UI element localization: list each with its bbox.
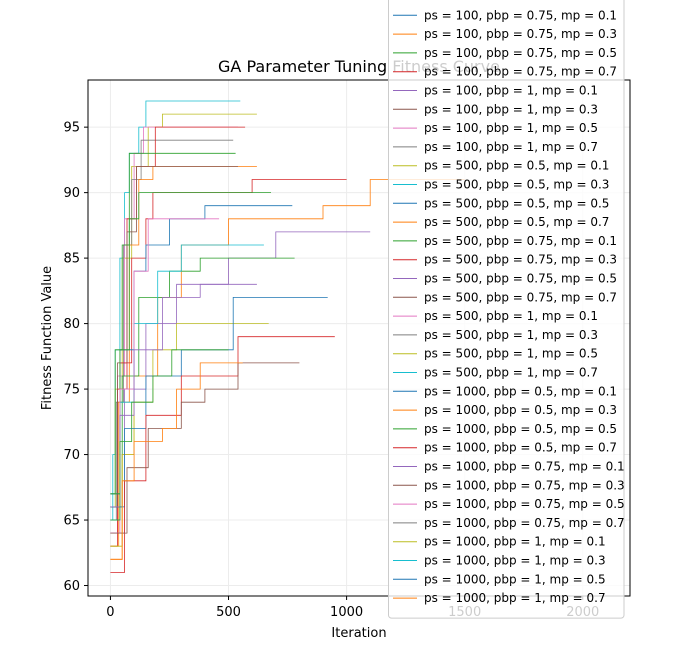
- legend-entry: ps = 1000, pbp = 0.5, mp = 0.7: [424, 441, 617, 455]
- legend-entry: ps = 100, pbp = 1, mp = 0.5: [424, 121, 598, 135]
- legend-entry: ps = 1000, pbp = 0.75, mp = 0.3: [424, 478, 625, 492]
- legend-entry: ps = 500, pbp = 0.5, mp = 0.5: [424, 196, 609, 210]
- series-line: [110, 166, 257, 547]
- legend-entry: ps = 500, pbp = 0.75, mp = 0.1: [424, 234, 617, 248]
- legend-entry: ps = 500, pbp = 0.75, mp = 0.5: [424, 272, 617, 286]
- x-tick-label: 0: [106, 605, 114, 620]
- legend-entry: ps = 100, pbp = 0.75, mp = 0.1: [424, 8, 617, 22]
- y-tick-label: 80: [63, 317, 80, 332]
- y-tick-label: 75: [63, 383, 80, 398]
- legend-entry: ps = 500, pbp = 1, mp = 0.3: [424, 328, 598, 342]
- legend-entry: ps = 500, pbp = 0.75, mp = 0.3: [424, 253, 617, 267]
- legend-entry: ps = 100, pbp = 0.75, mp = 0.7: [424, 65, 617, 79]
- y-tick-label: 85: [63, 252, 80, 267]
- series-line: [110, 336, 335, 573]
- y-axis-label: Fitness Function Value: [40, 266, 55, 410]
- legend-entry: ps = 500, pbp = 0.5, mp = 0.3: [424, 178, 609, 192]
- x-axis-label: Iteration: [331, 626, 386, 641]
- series-line: [110, 166, 238, 508]
- y-tick-label: 95: [63, 121, 80, 136]
- legend: ps = 100, pbp = 0.75, mp = 0.1 ps = 100, …: [388, 0, 625, 619]
- x-tick-label: 1000: [330, 605, 363, 620]
- series-lines: [110, 100, 465, 573]
- legend-entry: ps = 500, pbp = 0.75, mp = 0.7: [424, 290, 617, 304]
- legend-entry: ps = 100, pbp = 1, mp = 0.3: [424, 102, 598, 116]
- y-tick-label: 65: [63, 514, 80, 529]
- legend-entry: ps = 1000, pbp = 0.5, mp = 0.1: [424, 384, 617, 398]
- legend-entry: ps = 1000, pbp = 0.5, mp = 0.3: [424, 403, 617, 417]
- legend-entry: ps = 500, pbp = 1, mp = 0.5: [424, 347, 598, 361]
- legend-entry: ps = 100, pbp = 1, mp = 0.1: [424, 84, 598, 98]
- x-tick-label: 500: [216, 605, 241, 620]
- legend-entry: ps = 500, pbp = 1, mp = 0.7: [424, 366, 598, 380]
- y-tick-label: 60: [63, 579, 80, 594]
- legend-box: [388, 0, 625, 619]
- legend-entry: ps = 1000, pbp = 1, mp = 0.5: [424, 572, 606, 586]
- series-line: [110, 231, 371, 534]
- legend-entry: ps = 1000, pbp = 0.75, mp = 0.5: [424, 497, 625, 511]
- legend-entry: ps = 100, pbp = 1, mp = 0.7: [424, 140, 598, 154]
- legend-entry: ps = 500, pbp = 0.5, mp = 0.1: [424, 159, 609, 173]
- legend-entry: ps = 500, pbp = 1, mp = 0.1: [424, 309, 598, 323]
- legend-entry: ps = 1000, pbp = 1, mp = 0.3: [424, 554, 606, 568]
- y-tick-label: 90: [63, 186, 80, 201]
- series-line: [110, 152, 236, 495]
- legend-entry: ps = 1000, pbp = 0.75, mp = 0.7: [424, 516, 625, 530]
- legend-entry: ps = 1000, pbp = 0.5, mp = 0.5: [424, 422, 617, 436]
- legend-entry: ps = 100, pbp = 0.75, mp = 0.3: [424, 27, 617, 41]
- legend-entry: ps = 500, pbp = 0.5, mp = 0.7: [424, 215, 609, 229]
- plot-frame: [87, 79, 631, 597]
- series-line: [110, 349, 229, 521]
- legend-entry: ps = 1000, pbp = 1, mp = 0.1: [424, 535, 606, 549]
- legend-entry: ps = 100, pbp = 0.75, mp = 0.5: [424, 46, 617, 60]
- series-line: [110, 362, 243, 560]
- legend-entry: ps = 1000, pbp = 1, mp = 0.7: [424, 591, 606, 605]
- series-line: [110, 362, 300, 534]
- y-tick-label: 70: [63, 448, 80, 463]
- legend-entry: ps = 1000, pbp = 0.75, mp = 0.1: [424, 460, 625, 474]
